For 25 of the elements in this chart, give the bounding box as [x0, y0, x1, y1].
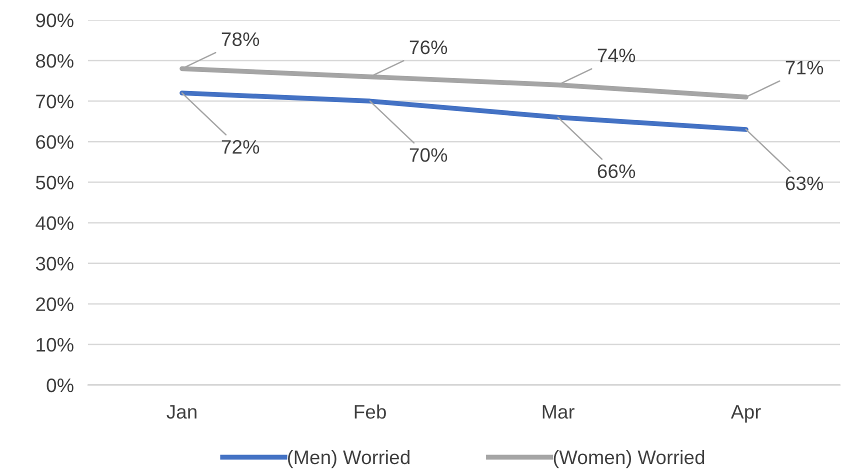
- y-tick-label: 70%: [36, 94, 74, 108]
- data-label: 76%: [410, 40, 448, 54]
- y-tick-label: 0%: [46, 378, 74, 392]
- y-tick-label: 10%: [36, 338, 74, 352]
- y-tick-label: 80%: [36, 54, 74, 68]
- y-tick-label: 40%: [36, 216, 74, 230]
- data-label: 74%: [598, 48, 636, 62]
- x-tick-label: Mar: [542, 405, 574, 419]
- legend-label: (Men) Worried: [288, 450, 410, 468]
- data-label: 70%: [410, 148, 448, 162]
- legend-label: (Women) Worried: [554, 450, 704, 468]
- x-tick-label: Apr: [730, 405, 761, 423]
- x-tick-label: Jan: [166, 405, 196, 419]
- x-tick-label: Feb: [354, 404, 386, 419]
- data-label: 71%: [786, 60, 824, 74]
- y-tick-label: 30%: [36, 256, 74, 271]
- line-series: [180, 90, 748, 132]
- y-tick-label: 20%: [36, 297, 74, 312]
- data-label: 66%: [598, 164, 636, 178]
- y-tick-label: 90%: [36, 13, 74, 28]
- y-tick-label: 50%: [36, 176, 74, 190]
- data-label: 78%: [222, 32, 260, 46]
- data-label: 72%: [222, 140, 260, 154]
- data-label: 63%: [786, 176, 824, 190]
- y-tick-label: 60%: [36, 135, 74, 149]
